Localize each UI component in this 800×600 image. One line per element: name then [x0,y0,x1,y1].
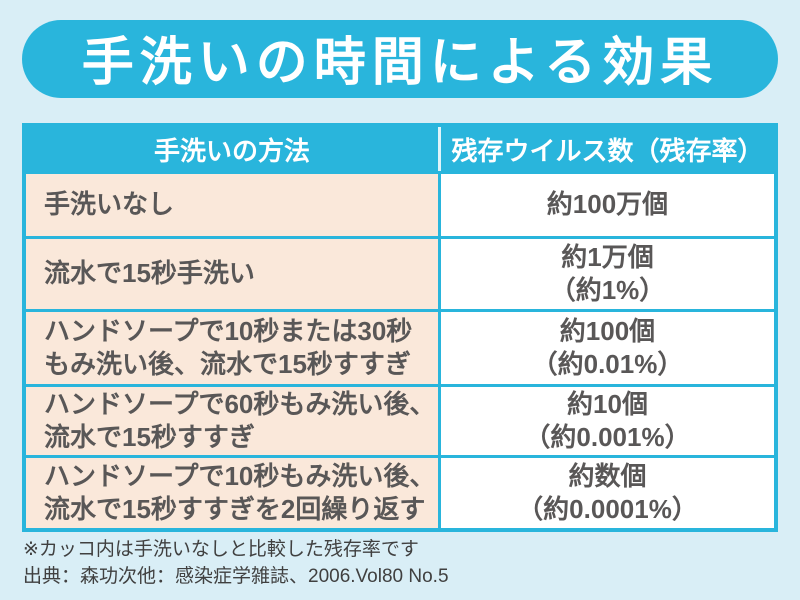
page-title: 手洗いの時間による効果 [81,33,719,92]
method-text: 手洗いなし [44,189,175,220]
virus-rate: （約0.001%） [524,422,691,452]
column-header-result: 残存ウイルス数（残存率） [441,127,774,171]
virus-rate: （約1%） [549,275,666,305]
method-text: ハンドソープで60秒もみ洗い後、 [44,388,436,419]
column-header-method: 手洗いの方法 [26,127,438,171]
footnote-comparison: ※カッコ内は手洗いなしと比較した残存率です [23,539,419,560]
table-row-1-method: 手洗いなし [26,174,438,236]
virus-rate: （約0.01%） [531,349,684,379]
table-row-5-result: 約数個 （約0.0001%） [441,458,774,528]
method-text: 流水で15秒すすぎ [44,422,255,452]
table-row-3-result: 約100個 （約0.01%） [441,312,774,384]
table-row-5-method: ハンドソープで10秒もみ洗い後、 流水で15秒すすぎを2回繰り返す [26,458,438,528]
method-text: もみ洗い後、流水で15秒すすぎ [44,349,411,379]
handwash-effect-table: 手洗いの方法 残存ウイルス数（残存率） 手洗いなし 約100万個 流水で15秒手… [22,123,778,532]
table-row-2-method: 流水で15秒手洗い [26,239,438,309]
table-row-1-result: 約100万個 [441,174,774,236]
table-row-3-method: ハンドソープで10秒または30秒 もみ洗い後、流水で15秒すすぎ [26,312,438,384]
table-row-4-method: ハンドソープで60秒もみ洗い後、 流水で15秒すすぎ [26,387,438,455]
method-text: ハンドソープで10秒または30秒 [44,315,413,346]
virus-count: 約1万個 [561,241,654,272]
virus-count: 約100万個 [546,189,669,220]
table-row-4-result: 約10個 （約0.001%） [441,387,774,455]
method-text: 流水で15秒すすぎを2回繰り返す [44,494,426,524]
virus-count: 約100個 [559,315,656,346]
footnotes: ※カッコ内は手洗いなしと比較した残存率です 出典：森功次他：感染症学雑誌、200… [23,537,449,590]
virus-count: 約数個 [568,460,647,491]
table-row-2-result: 約1万個 （約1%） [441,239,774,309]
virus-rate: （約0.0001%） [517,494,698,524]
method-text: ハンドソープで10秒もみ洗い後、 [44,460,436,491]
method-text: 流水で15秒手洗い [44,258,255,289]
footnote-source: 出典：森功次他：感染症学雑誌、2006.Vol80 No.5 [23,565,449,587]
title-banner: 手洗いの時間による効果 [22,20,778,98]
virus-count: 約10個 [567,388,648,419]
